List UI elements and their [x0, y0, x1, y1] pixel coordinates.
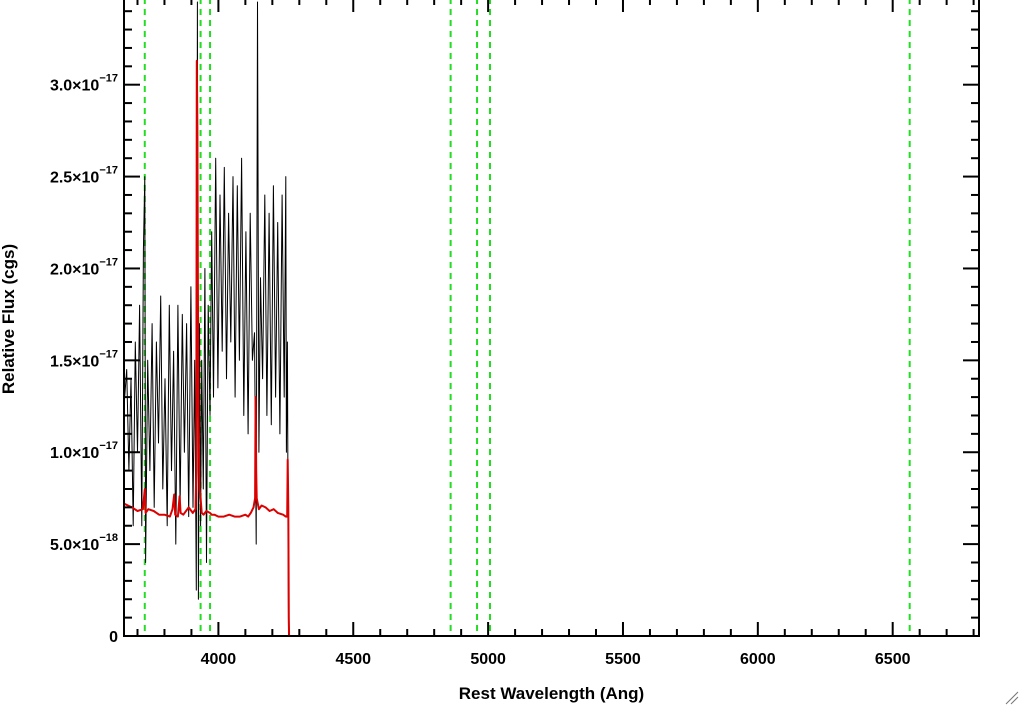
y-tick-label: 2.0×10−17: [50, 256, 118, 278]
y-axis-label: Relative Flux (cgs): [0, 244, 18, 394]
series-layer: [123, 1, 979, 637]
y-tick-label: 0: [109, 629, 118, 646]
y-tick-label: 3.0×10−17: [50, 73, 118, 95]
y-tick-label: 1.0×10−17: [50, 440, 118, 462]
x-tick-label: 4000: [201, 651, 237, 668]
y-tick-label: 5.0×10−18: [50, 532, 118, 554]
axis-ticks: [124, 0, 979, 637]
x-axis-label: Rest Wavelength (Ang): [459, 684, 644, 703]
x-tick-label: 4500: [335, 651, 371, 668]
flux-spectrum-line: [123, 1, 979, 637]
x-tick-label: 5500: [605, 651, 641, 668]
plot-frame: [123, 0, 980, 637]
y-tick-labels: 0 5.0×10−18 1.0×10−17 1.5×10−17 2.0×10−17 2.5…: [50, 73, 118, 646]
model-fit-line: [123, 59, 979, 637]
x-tick-label: 6500: [875, 651, 911, 668]
y-tick-label: 2.5×10−17: [50, 165, 118, 187]
y-tick-label: 1.5×10−17: [50, 348, 118, 370]
x-tick-label: 5000: [470, 651, 506, 668]
reference-lines: [143, 0, 911, 636]
x-tick-label: 6000: [740, 651, 776, 668]
x-tick-labels: 4000 4500 5000 5500 6000 6500: [201, 651, 911, 668]
resize-grip-icon[interactable]: [1005, 691, 1019, 705]
